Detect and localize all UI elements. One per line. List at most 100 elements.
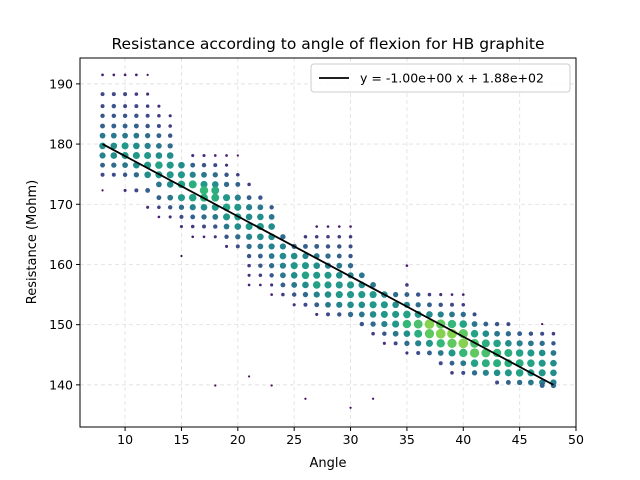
data-point	[213, 154, 217, 157]
data-point	[100, 123, 105, 129]
data-point	[111, 123, 117, 129]
data-point	[315, 225, 319, 228]
data-point	[324, 281, 332, 289]
data-point	[393, 341, 398, 346]
data-point	[188, 180, 197, 189]
data-point	[538, 359, 546, 367]
data-point	[133, 172, 140, 178]
data-point	[123, 73, 127, 77]
data-point	[326, 225, 330, 228]
y-tick-label: 180	[49, 137, 73, 152]
fit-line	[102, 143, 554, 386]
data-point	[224, 172, 229, 177]
data-point	[469, 348, 480, 358]
data-point	[111, 162, 117, 168]
data-point	[246, 243, 252, 250]
data-point	[201, 162, 207, 168]
data-point	[100, 92, 105, 97]
data-point	[380, 310, 388, 318]
data-point	[336, 253, 342, 259]
data-point	[313, 271, 321, 279]
data-point	[493, 359, 502, 368]
data-point	[292, 303, 296, 307]
data-point	[447, 319, 457, 329]
data-point	[134, 92, 139, 96]
data-point	[347, 301, 354, 309]
data-point	[100, 172, 105, 177]
data-point	[155, 161, 163, 169]
data-point	[371, 397, 375, 400]
data-point	[189, 204, 196, 211]
data-point	[133, 123, 139, 129]
data-point	[235, 234, 241, 240]
data-point	[268, 243, 275, 250]
data-point	[303, 302, 308, 307]
data-point	[482, 330, 490, 338]
data-point	[538, 369, 546, 377]
data-point	[324, 271, 332, 279]
data-point	[550, 350, 557, 356]
data-point	[257, 243, 264, 250]
data-point	[415, 302, 421, 308]
data-point	[504, 348, 513, 357]
data-point	[324, 291, 332, 298]
data-point	[167, 143, 173, 149]
data-point	[335, 281, 343, 289]
y-axis-ticks: 140 150 160 170 180 190	[49, 76, 80, 392]
data-point	[405, 283, 409, 287]
data-point	[99, 152, 106, 159]
data-point	[121, 142, 129, 150]
data-point	[123, 104, 128, 109]
data-point	[527, 359, 535, 367]
data-point	[200, 203, 208, 211]
data-point	[144, 142, 151, 149]
data-point	[270, 283, 274, 287]
data-point	[517, 331, 523, 337]
data-point	[223, 181, 230, 188]
data-point	[213, 224, 218, 229]
data-point	[301, 262, 309, 270]
data-point	[449, 311, 455, 318]
data-point	[268, 223, 275, 230]
chart-title: Resistance according to angle of flexion…	[111, 35, 544, 53]
data-point	[539, 383, 545, 388]
data-point	[336, 301, 343, 308]
data-point	[167, 194, 174, 201]
data-point	[247, 283, 251, 287]
data-point	[470, 329, 479, 338]
data-point	[369, 301, 377, 309]
data-point	[358, 291, 366, 299]
data-point	[202, 235, 206, 239]
data-point	[369, 291, 377, 299]
data-point	[101, 73, 104, 77]
data-point	[550, 359, 557, 367]
data-point	[235, 181, 241, 187]
data-point	[99, 132, 106, 139]
data-point	[156, 124, 161, 129]
data-point	[279, 252, 287, 260]
data-point	[144, 171, 151, 179]
data-point	[168, 215, 172, 219]
data-point	[347, 281, 355, 289]
data-point	[247, 375, 251, 378]
data-point	[505, 331, 512, 337]
x-axis-ticks: 10 15 20 25 30 35 40 45 50	[117, 427, 584, 447]
data-point	[315, 312, 319, 316]
data-point	[448, 349, 456, 357]
data-point	[424, 319, 435, 329]
data-point	[190, 224, 195, 229]
data-point	[234, 223, 242, 230]
data-point	[314, 243, 320, 249]
data-point	[540, 331, 545, 336]
data-point	[110, 142, 118, 150]
data-point	[101, 189, 104, 192]
data-point	[325, 244, 331, 249]
data-point	[166, 171, 174, 179]
data-point	[212, 214, 219, 220]
data-point	[301, 271, 310, 280]
data-point	[257, 204, 264, 211]
data-point	[380, 301, 388, 309]
y-tick-label: 140	[49, 377, 73, 392]
data-point	[404, 292, 410, 298]
data-point	[245, 233, 253, 240]
